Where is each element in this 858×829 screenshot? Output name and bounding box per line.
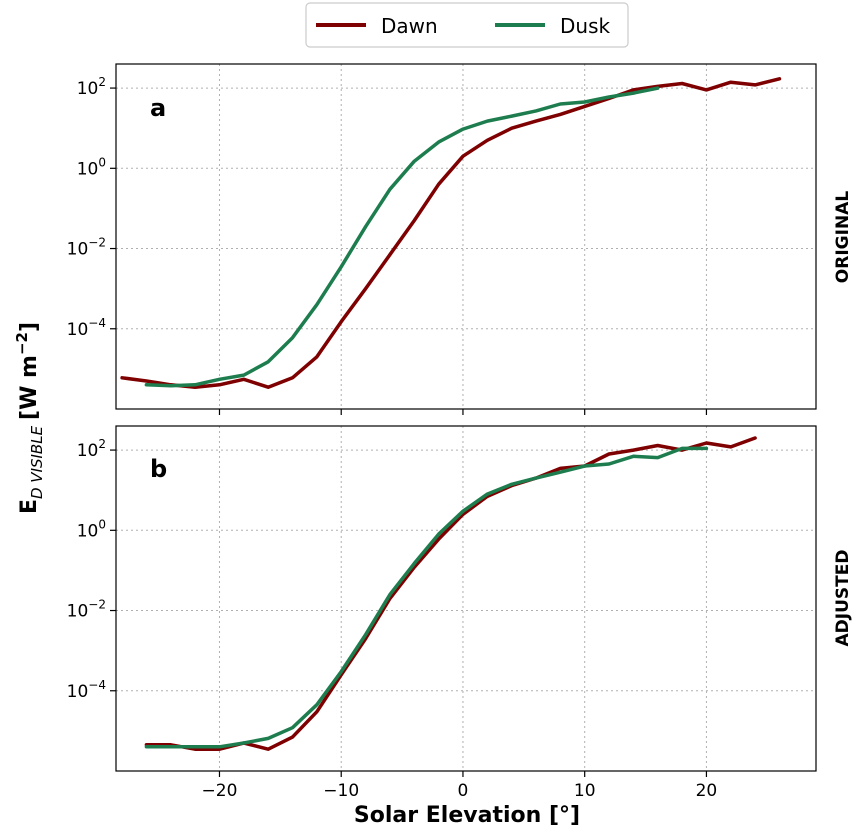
legend-frame [305,2,629,48]
y-axis-label-close: ] [17,322,42,332]
y-axis-label-exp: −2 [13,332,31,355]
panel-b-series [144,436,757,751]
panel-a: 10−4 10−2 100 102 a ORIGINAL [67,63,853,415]
legend-dusk-label: Dusk [560,14,610,38]
panel-b-dawn-line [144,436,757,751]
panel-a-letter: a [150,94,166,122]
panel-b-xtick-label: 20 [696,781,718,801]
panel-a-ytick-label: 100 [77,155,106,179]
legend-dawn-label: Dawn [381,14,438,38]
panel-a-grid [116,64,816,409]
panel-a-ytick-label: 10−4 [67,316,106,340]
y-axis-label-sub: D VISIBLE [28,425,46,499]
y-axis-label-main: E [17,499,42,514]
panel-b-side-label: ADJUSTED [833,550,853,647]
panel-a-ytick-label: 10−2 [67,236,106,260]
panel-a-side-label: ORIGINAL [833,191,853,284]
panel-b-ytick-label: 100 [77,517,106,541]
panel-b-dusk-line [144,446,709,749]
panel-b-ytick-label: 10−2 [67,598,106,622]
panel-b: −20 −10 0 10 20 10−4 10−2 100 102 b ADJUSTED [67,425,853,801]
panel-a-series [120,77,782,389]
y-axis-label-units: [W m [17,355,42,420]
panel-b-xtick-label: −10 [323,781,359,801]
panel-a-ticks: 10−4 10−2 100 102 [67,75,708,415]
panel-b-ticks: −20 −10 0 10 20 10−4 10−2 100 102 [67,437,718,801]
y-axis-label: ED VISIBLE [W m−2] [13,322,46,514]
legend: Dawn Dusk [305,2,629,48]
panel-b-xtick-label: −20 [202,781,238,801]
panel-b-xtick-label: 10 [574,781,596,801]
panel-b-ytick-label: 10−4 [67,678,106,702]
panel-b-ytick-label: 102 [77,437,106,461]
panel-a-ytick-label: 102 [77,75,106,99]
panel-b-letter: b [150,455,167,483]
panel-b-grid [116,426,816,771]
panel-a-frame [115,63,817,410]
panel-b-frame [115,425,817,772]
panel-a-dusk-line [144,86,660,388]
panel-b-xtick-label: 0 [458,781,469,801]
x-axis-label: Solar Elevation [°] [354,803,580,828]
panel-a-dawn-line [120,77,782,389]
